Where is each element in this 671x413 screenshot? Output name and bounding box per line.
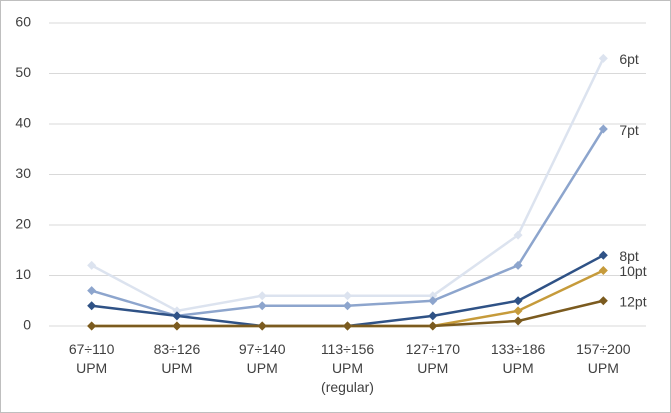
marker <box>513 230 523 240</box>
marker <box>257 321 267 331</box>
series-line <box>91 128 605 318</box>
marker <box>343 291 352 301</box>
marker <box>598 53 608 63</box>
marker <box>257 291 267 301</box>
marker <box>428 291 438 301</box>
marker <box>87 260 97 270</box>
x-tick-label: 97÷140 UPM <box>238 341 286 376</box>
y-tick-label: 40 <box>15 115 31 131</box>
marker <box>343 321 352 331</box>
marker <box>598 250 608 260</box>
x-tick-label: 113÷156 UPM (regular) <box>320 341 375 395</box>
x-tick-label: 83÷126 UPM <box>153 341 201 376</box>
marker <box>257 301 267 311</box>
marker <box>343 301 352 311</box>
marker <box>172 311 182 321</box>
marker <box>87 321 97 331</box>
x-tick-label: 133÷186 UPM <box>490 341 546 376</box>
y-tick-label: 10 <box>15 266 31 282</box>
y-tick-label: 60 <box>15 14 31 30</box>
series-label: 7pt <box>619 122 639 138</box>
marker <box>428 311 438 321</box>
x-tick-label: 127÷170 UPM <box>405 341 460 376</box>
marker <box>87 301 97 311</box>
series-line <box>91 57 605 313</box>
x-tick-label: 67÷110 UPM <box>68 341 115 376</box>
series-label: 8pt <box>619 248 639 264</box>
marker <box>428 321 438 331</box>
series-label: 10pt <box>619 263 646 279</box>
y-tick-label: 20 <box>15 216 31 232</box>
marker <box>172 306 182 316</box>
series-label: 6pt <box>619 51 639 67</box>
marker <box>428 296 438 306</box>
marker <box>598 265 608 275</box>
marker <box>513 260 523 270</box>
marker <box>172 321 182 331</box>
marker <box>513 306 523 316</box>
y-tick-label: 50 <box>15 64 31 80</box>
marker <box>598 296 608 306</box>
series-line <box>91 254 604 328</box>
y-tick-label: 0 <box>23 317 31 333</box>
series-label: 12pt <box>619 293 646 309</box>
marker <box>513 316 523 326</box>
marker <box>598 124 608 134</box>
marker <box>513 296 523 306</box>
marker <box>87 286 97 296</box>
x-tick-label: 157÷200 UPM <box>576 341 631 376</box>
y-tick-label: 30 <box>15 165 31 181</box>
